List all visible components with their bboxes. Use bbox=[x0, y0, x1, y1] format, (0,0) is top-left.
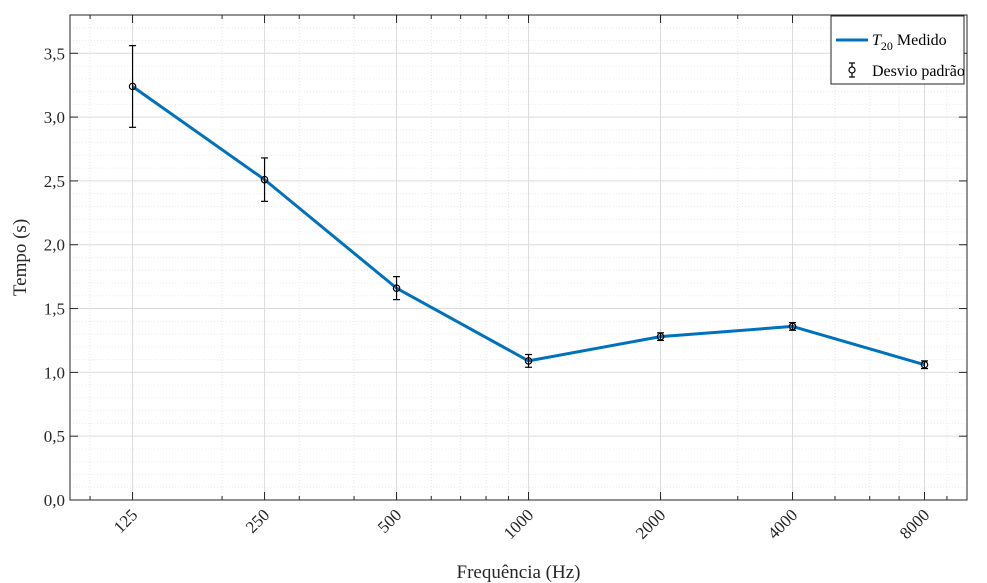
x-tick-label: 8000 bbox=[896, 505, 933, 542]
data-point-marker bbox=[524, 357, 533, 365]
legend-marker-circle bbox=[848, 66, 856, 74]
data-point-marker bbox=[788, 322, 797, 331]
series-layer bbox=[128, 45, 929, 370]
x-tick-label: 125 bbox=[110, 505, 141, 536]
y-tick-label: 2,0 bbox=[44, 236, 65, 255]
legend-label-std: Desvio padrão bbox=[872, 63, 965, 80]
x-tick-label: 250 bbox=[242, 505, 273, 536]
legend-label-measured-subscript: 20 bbox=[881, 39, 893, 53]
x-tick-label: 4000 bbox=[764, 505, 801, 542]
data-point-marker bbox=[656, 332, 665, 341]
legend: T20 Medido Desvio padrão bbox=[830, 15, 965, 85]
y-tick-label: 0,0 bbox=[44, 491, 65, 510]
axes-box bbox=[69, 14, 968, 501]
x-axis-title: Frequência (Hz) bbox=[457, 562, 581, 583]
legend-label-measured: T20 Medido bbox=[872, 32, 947, 53]
grid bbox=[70, 15, 967, 501]
x-tick-label: 1000 bbox=[500, 505, 537, 542]
y-tick-label: 3,0 bbox=[44, 108, 65, 127]
data-point-marker bbox=[920, 360, 929, 369]
y-tick-label: 2,5 bbox=[44, 172, 65, 191]
y-axis-title: Tempo (s) bbox=[10, 219, 31, 296]
data-point-marker bbox=[128, 82, 137, 91]
y-tick-label: 0,5 bbox=[44, 427, 65, 446]
legend-errorbar-marker bbox=[848, 62, 856, 78]
y-tick-label: 3,5 bbox=[44, 44, 65, 63]
y-tick-label: 1,0 bbox=[44, 363, 65, 382]
data-point-marker bbox=[260, 175, 269, 184]
x-tick-label: 500 bbox=[374, 505, 405, 536]
y-tick-label: 1,5 bbox=[44, 300, 65, 319]
legend-label-measured-main: T bbox=[872, 32, 882, 49]
x-tick-label: 2000 bbox=[632, 505, 669, 542]
data-point-marker bbox=[392, 284, 401, 292]
legend-label-measured-rest: Medido bbox=[893, 32, 947, 49]
